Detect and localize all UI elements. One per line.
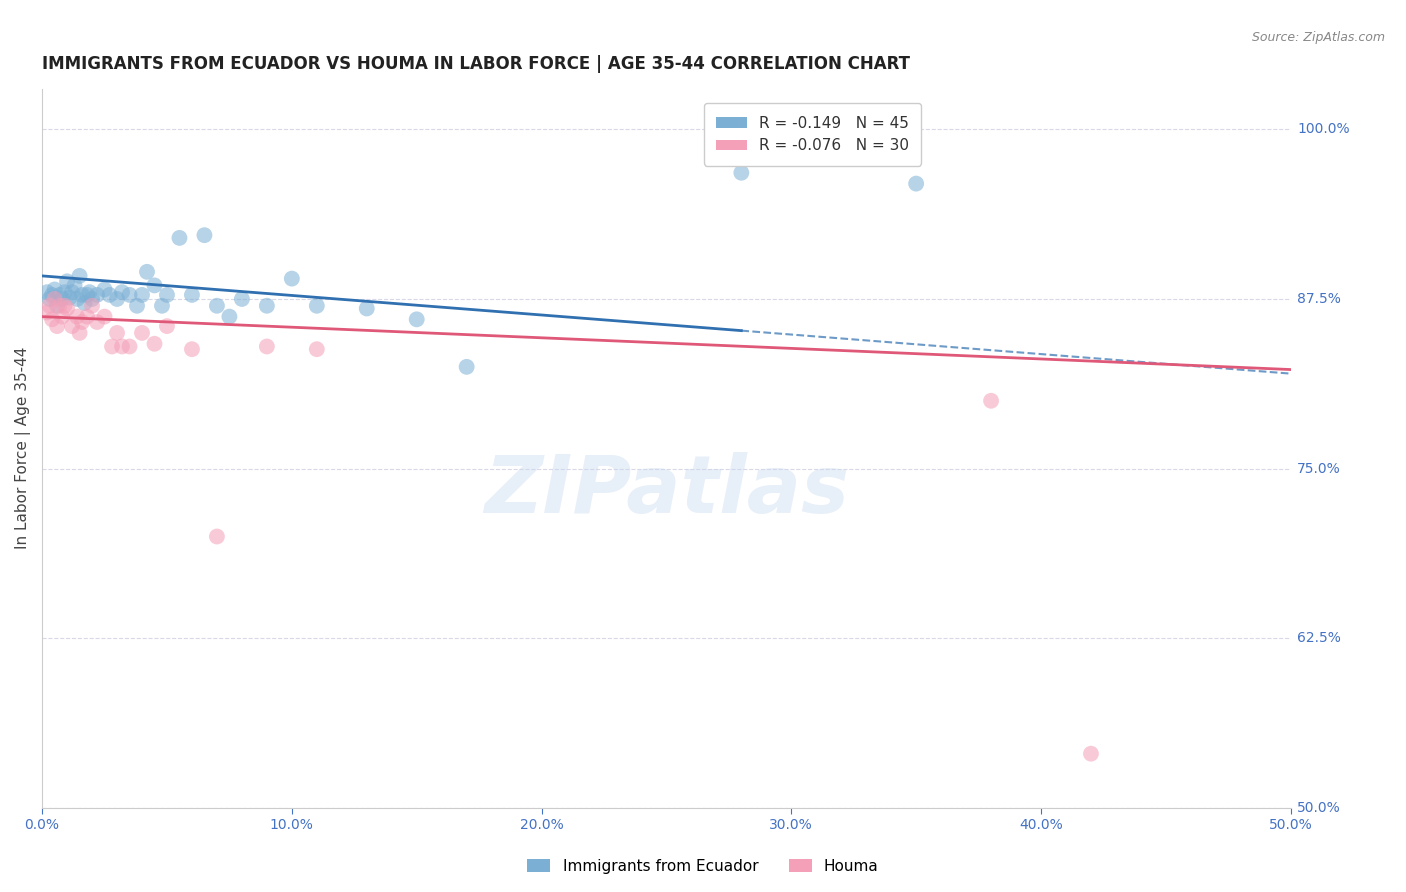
Point bbox=[111, 339, 134, 353]
Point bbox=[231, 292, 253, 306]
Text: 75.0%: 75.0% bbox=[1296, 462, 1341, 475]
Point bbox=[405, 312, 427, 326]
Point bbox=[37, 305, 59, 319]
Point bbox=[48, 288, 70, 302]
Y-axis label: In Labor Force | Age 35-44: In Labor Force | Age 35-44 bbox=[15, 347, 31, 549]
Point bbox=[44, 283, 66, 297]
Point bbox=[980, 393, 1002, 408]
Point bbox=[150, 299, 173, 313]
Point bbox=[69, 326, 91, 340]
Point bbox=[60, 285, 83, 300]
Point bbox=[51, 310, 73, 324]
Point bbox=[181, 288, 204, 302]
Point bbox=[456, 359, 478, 374]
Point bbox=[69, 268, 91, 283]
Point bbox=[305, 299, 328, 313]
Point bbox=[281, 271, 304, 285]
Point bbox=[205, 299, 228, 313]
Point bbox=[73, 296, 96, 310]
Text: 87.5%: 87.5% bbox=[1296, 292, 1341, 306]
Point bbox=[101, 339, 124, 353]
Text: IMMIGRANTS FROM ECUADOR VS HOUMA IN LABOR FORCE | AGE 35-44 CORRELATION CHART: IMMIGRANTS FROM ECUADOR VS HOUMA IN LABO… bbox=[42, 55, 910, 73]
Point bbox=[131, 288, 153, 302]
Point bbox=[125, 299, 148, 313]
Point bbox=[305, 342, 328, 356]
Point bbox=[136, 265, 159, 279]
Point bbox=[181, 342, 204, 356]
Point bbox=[169, 231, 191, 245]
Point bbox=[56, 274, 79, 288]
Text: Source: ZipAtlas.com: Source: ZipAtlas.com bbox=[1251, 31, 1385, 45]
Text: 100.0%: 100.0% bbox=[1296, 122, 1350, 136]
Point bbox=[41, 288, 63, 302]
Point bbox=[93, 283, 115, 297]
Point bbox=[63, 278, 86, 293]
Point bbox=[905, 177, 928, 191]
Point bbox=[118, 339, 141, 353]
Point bbox=[111, 285, 134, 300]
Point bbox=[38, 292, 60, 306]
Text: 50.0%: 50.0% bbox=[1296, 801, 1341, 815]
Point bbox=[38, 299, 60, 313]
Legend: Immigrants from Ecuador, Houma: Immigrants from Ecuador, Houma bbox=[522, 853, 884, 880]
Point bbox=[66, 292, 89, 306]
Point bbox=[46, 319, 69, 334]
Point bbox=[66, 310, 89, 324]
Point bbox=[60, 319, 83, 334]
Point bbox=[256, 299, 278, 313]
Point bbox=[44, 292, 66, 306]
Legend: R = -0.149   N = 45, R = -0.076   N = 30: R = -0.149 N = 45, R = -0.076 N = 30 bbox=[704, 103, 921, 166]
Point bbox=[58, 291, 80, 305]
Point bbox=[86, 315, 108, 329]
Point bbox=[41, 312, 63, 326]
Point bbox=[56, 301, 79, 316]
Point bbox=[53, 285, 76, 300]
Point bbox=[80, 299, 103, 313]
Point bbox=[256, 339, 278, 353]
Point bbox=[46, 299, 69, 313]
Point bbox=[105, 326, 128, 340]
Point bbox=[80, 292, 103, 306]
Point bbox=[218, 310, 240, 324]
Point bbox=[93, 310, 115, 324]
Point bbox=[143, 336, 166, 351]
Point bbox=[53, 299, 76, 313]
Point bbox=[51, 292, 73, 306]
Point bbox=[37, 285, 59, 300]
Point bbox=[730, 166, 752, 180]
Point bbox=[156, 288, 179, 302]
Point bbox=[118, 288, 141, 302]
Point bbox=[1080, 747, 1102, 761]
Text: 62.5%: 62.5% bbox=[1296, 632, 1341, 645]
Point bbox=[79, 285, 101, 300]
Point bbox=[131, 326, 153, 340]
Point bbox=[76, 288, 98, 302]
Point bbox=[48, 299, 70, 313]
Point bbox=[143, 278, 166, 293]
Point bbox=[356, 301, 378, 316]
Point bbox=[86, 288, 108, 302]
Point bbox=[76, 310, 98, 324]
Point bbox=[105, 292, 128, 306]
Point bbox=[70, 288, 93, 302]
Text: ZIPatlas: ZIPatlas bbox=[484, 452, 849, 531]
Point bbox=[156, 319, 179, 334]
Point bbox=[205, 529, 228, 543]
Point bbox=[70, 315, 93, 329]
Point bbox=[98, 288, 121, 302]
Point bbox=[193, 228, 215, 243]
